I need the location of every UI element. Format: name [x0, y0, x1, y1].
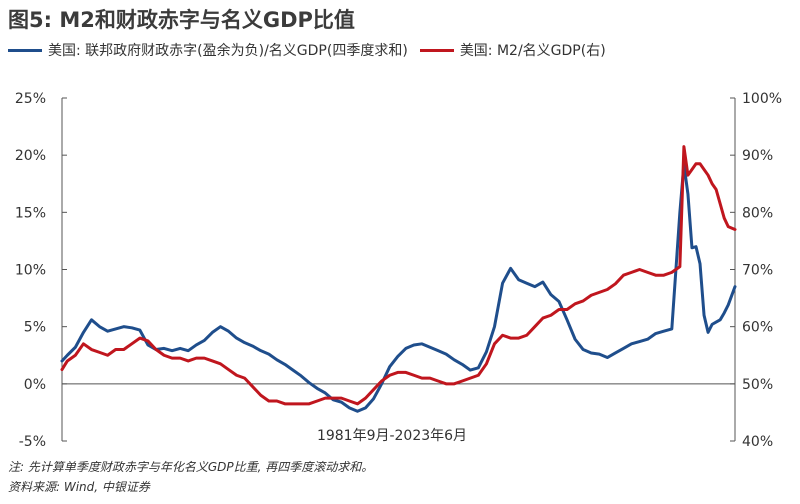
figure-note: 注: 先计算单季度财政赤字与年化名义GDP比重, 再四季度滚动求和。 [8, 460, 374, 474]
y-left-tick-label: 20% [15, 148, 46, 164]
y-right-tick-label: 80% [742, 205, 773, 221]
legend-swatch-m2 [419, 48, 454, 52]
y-right-tick-label: 70% [742, 263, 773, 279]
y-right-tick-label: 60% [742, 320, 773, 336]
axes-layer: -5% 0% 5% 10% 15% 20% 25% 40% 50% 60% 70% 80% 90% 100… [15, 91, 782, 450]
y-right-tick-label: 40% [742, 434, 773, 450]
figure-source: 资料来源: Wind, 中银证券 [8, 480, 150, 494]
series-layer [60, 145, 737, 413]
legend-item-deficit: 美国: 联邦政府财政赤字(盈余为负)/名义GDP(四季度求和) [8, 40, 408, 60]
chart-legend: 美国: 联邦政府财政赤字(盈余为负)/名义GDP(四季度求和) 美国: M2/名… [8, 40, 618, 60]
x-axis-label: 1981年9月-2023年6月 [317, 428, 467, 444]
y-left-tick-label: 15% [15, 205, 46, 221]
legend-swatch-deficit [8, 48, 42, 52]
legend-label-deficit: 美国: 联邦政府财政赤字(盈余为负)/名义GDP(四季度求和) [48, 43, 408, 59]
y-right-tick-label: 90% [742, 148, 773, 164]
y-left-tick-label: 0% [24, 377, 46, 393]
figure-title: 图5: M2和财政赤字与名义GDP比值 [8, 8, 355, 32]
y-right-tick-label: 50% [742, 377, 773, 393]
legend-label-m2: 美国: M2/名义GDP(右) [459, 43, 606, 59]
y-left-tick-label: -5% [19, 434, 46, 450]
series-line-deficit [60, 162, 737, 413]
y-left-tick-label: 25% [15, 91, 46, 107]
y-right-tick-label: 100% [742, 91, 782, 107]
series-line-m2 [60, 145, 737, 406]
legend-item-m2: 美国: M2/名义GDP(右) [419, 40, 606, 60]
y-left-tick-label: 5% [24, 320, 46, 336]
y-left-tick-label: 10% [15, 263, 46, 279]
